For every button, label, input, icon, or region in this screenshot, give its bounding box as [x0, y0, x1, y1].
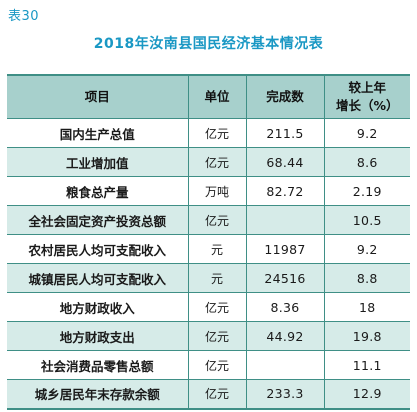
cell-growth: 10.5 [324, 205, 410, 235]
cell-completed: 8.36 [246, 292, 325, 322]
cell-unit: 亿元 [188, 350, 247, 380]
table-header: 项目 单位 完成数 较上年 增长（%） [7, 75, 410, 119]
cell-item: 国内生产总值 [7, 118, 189, 148]
cell-item: 粮食总产量 [7, 176, 189, 206]
cell-unit: 亿元 [188, 147, 247, 177]
cell-item: 城镇居民人均可支配收入 [7, 263, 189, 293]
header-unit: 单位 [188, 75, 247, 119]
table-row: 地方财政支出 亿元 44.92 19.8 [7, 321, 410, 351]
header-growth: 较上年 增长（%） [324, 75, 410, 119]
table-row: 粮食总产量 万吨 82.72 2.19 [7, 176, 410, 206]
cell-completed [246, 205, 325, 235]
table-row: 城乡居民年末存款余额 亿元 233.3 12.9 [7, 379, 410, 410]
table-row: 国内生产总值 亿元 211.5 9.2 [7, 118, 410, 148]
header-growth-line2: 增长（%） [335, 98, 399, 113]
cell-completed: 68.44 [246, 147, 325, 177]
table-row: 工业增加值 亿元 68.44 8.6 [7, 147, 410, 177]
cell-growth: 8.6 [324, 147, 410, 177]
table-title: 2018年汝南县国民经济基本情况表 [93, 36, 324, 52]
economic-stats-table: 项目 单位 完成数 较上年 增长（%） 国内生产总值 亿元 211.5 9.2 … [7, 74, 410, 410]
cell-growth: 8.8 [324, 263, 410, 293]
cell-item: 地方财政收入 [7, 292, 189, 322]
cell-unit: 亿元 [188, 321, 247, 351]
table-row: 社会消费品零售总额 亿元 11.1 [7, 350, 410, 380]
table-body: 国内生产总值 亿元 211.5 9.2 工业增加值 亿元 68.44 8.6 粮… [7, 118, 410, 410]
cell-completed: 211.5 [246, 118, 325, 148]
cell-unit: 亿元 [188, 118, 247, 148]
cell-completed: 44.92 [246, 321, 325, 351]
cell-item: 城乡居民年末存款余额 [7, 379, 189, 410]
cell-growth: 19.8 [324, 321, 410, 351]
table-row: 农村居民人均可支配收入 元 11987 9.2 [7, 234, 410, 264]
cell-completed: 24516 [246, 263, 325, 293]
cell-item: 社会消费品零售总额 [7, 350, 189, 380]
cell-growth: 18 [324, 292, 410, 322]
cell-item: 工业增加值 [7, 147, 189, 177]
table-row: 城镇居民人均可支配收入 元 24516 8.8 [7, 263, 410, 293]
cell-growth: 2.19 [324, 176, 410, 206]
cell-growth: 11.1 [324, 350, 410, 380]
cell-item: 地方财政支出 [7, 321, 189, 351]
table-number-label: 表30 [8, 9, 40, 24]
header-growth-line1: 较上年 [348, 80, 386, 95]
header-item: 项目 [7, 75, 189, 119]
cell-growth: 9.2 [324, 234, 410, 264]
header-row: 项目 单位 完成数 较上年 增长（%） [7, 75, 410, 119]
cell-unit: 元 [188, 234, 247, 264]
table-row: 全社会固定资产投资总额 亿元 10.5 [7, 205, 410, 235]
cell-completed: 233.3 [246, 379, 325, 410]
cell-completed: 11987 [246, 234, 325, 264]
cell-completed: 82.72 [246, 176, 325, 206]
table-row: 地方财政收入 亿元 8.36 18 [7, 292, 410, 322]
header-completed: 完成数 [246, 75, 325, 119]
cell-item: 全社会固定资产投资总额 [7, 205, 189, 235]
cell-growth: 9.2 [324, 118, 410, 148]
cell-item: 农村居民人均可支配收入 [7, 234, 189, 264]
cell-growth: 12.9 [324, 379, 410, 410]
cell-unit: 元 [188, 263, 247, 293]
cell-unit: 亿元 [188, 379, 247, 410]
cell-unit: 亿元 [188, 292, 247, 322]
cell-unit: 亿元 [188, 205, 247, 235]
cell-completed [246, 350, 325, 380]
cell-unit: 万吨 [188, 176, 247, 206]
